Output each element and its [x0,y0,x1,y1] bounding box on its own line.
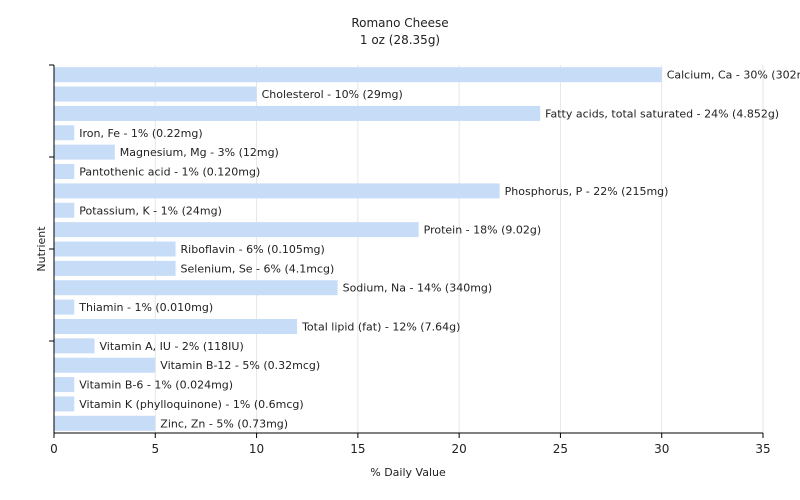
bar-label-6: Phosphorus, P - 22% (215mg) [505,185,669,198]
bar-2 [54,105,541,121]
x-axis-label: % Daily Value [370,466,446,479]
x-tick-label-4: 20 [452,442,467,456]
x-tick-label-7: 35 [755,442,770,456]
bar-label-7: Potassium, K - 1% (24mg) [79,204,222,217]
bar-16 [54,377,75,393]
bar-12 [54,299,75,315]
axes [49,64,763,434]
bar-10 [54,260,176,276]
bar-label-12: Thiamin - 1% (0.010mg) [78,301,213,314]
bar-label-5: Pantothenic acid - 1% (0.120mg) [79,166,260,179]
bar-3 [54,125,75,141]
bar-13 [54,318,298,334]
x-tick-label-5: 25 [553,442,568,456]
bar-5 [54,164,75,180]
bars: Calcium, Ca - 30% (302mg) Cholesterol - 1… [54,67,800,431]
bar-label-8: Protein - 18% (9.02g) [424,224,542,237]
bar-label-1: Cholesterol - 10% (29mg) [262,88,403,101]
x-tick-label-0: 0 [50,442,58,456]
bar-label-4: Magnesium, Mg - 3% (12mg) [120,146,279,159]
x-tick-label-1: 5 [151,442,159,456]
bar-label-16: Vitamin B-6 - 1% (0.024mg) [79,379,233,392]
bar-label-3: Iron, Fe - 1% (0.22mg) [79,127,202,140]
bar-7 [54,202,75,218]
bar-4 [54,144,115,160]
bar-label-11: Sodium, Na - 14% (340mg) [343,282,493,295]
x-tick-label-2: 10 [249,442,264,456]
bar-label-17: Vitamin K (phylloquinone) - 1% (0.6mcg) [79,398,303,411]
bar-label-0: Calcium, Ca - 30% (302mg) [667,69,800,82]
bar-17 [54,396,75,412]
bar-label-18: Zinc, Zn - 5% (0.73mg) [160,417,288,430]
chart-subtitle: 1 oz (28.35g) [360,33,440,47]
x-tick-label-3: 15 [350,442,365,456]
bar-label-13: Total lipid (fat) - 12% (7.64g) [301,320,460,333]
y-axis-label: Nutrient [35,226,48,272]
x-tick-labels: 0 5 10 15 20 25 30 35 [50,433,771,456]
bar-label-14: Vitamin A, IU - 2% (118IU) [100,340,244,353]
bar-label-2: Fatty acids, total saturated - 24% (4.85… [545,107,779,120]
bar-1 [54,86,257,102]
bar-11 [54,280,338,296]
bar-6 [54,183,500,199]
chart-title: Romano Cheese [351,16,448,30]
x-tick-label-6: 30 [654,442,669,456]
bar-14 [54,338,95,354]
gridlines [154,65,764,433]
bar-18 [54,415,156,431]
bar-label-15: Vitamin B-12 - 5% (0.32mcg) [160,359,320,372]
bar-label-10: Selenium, Se - 6% (4.1mcg) [181,262,335,275]
bar-label-9: Riboflavin - 6% (0.105mg) [181,243,325,256]
bar-8 [54,222,419,238]
bar-9 [54,241,176,257]
bar-15 [54,357,156,373]
bar-0 [54,67,662,83]
